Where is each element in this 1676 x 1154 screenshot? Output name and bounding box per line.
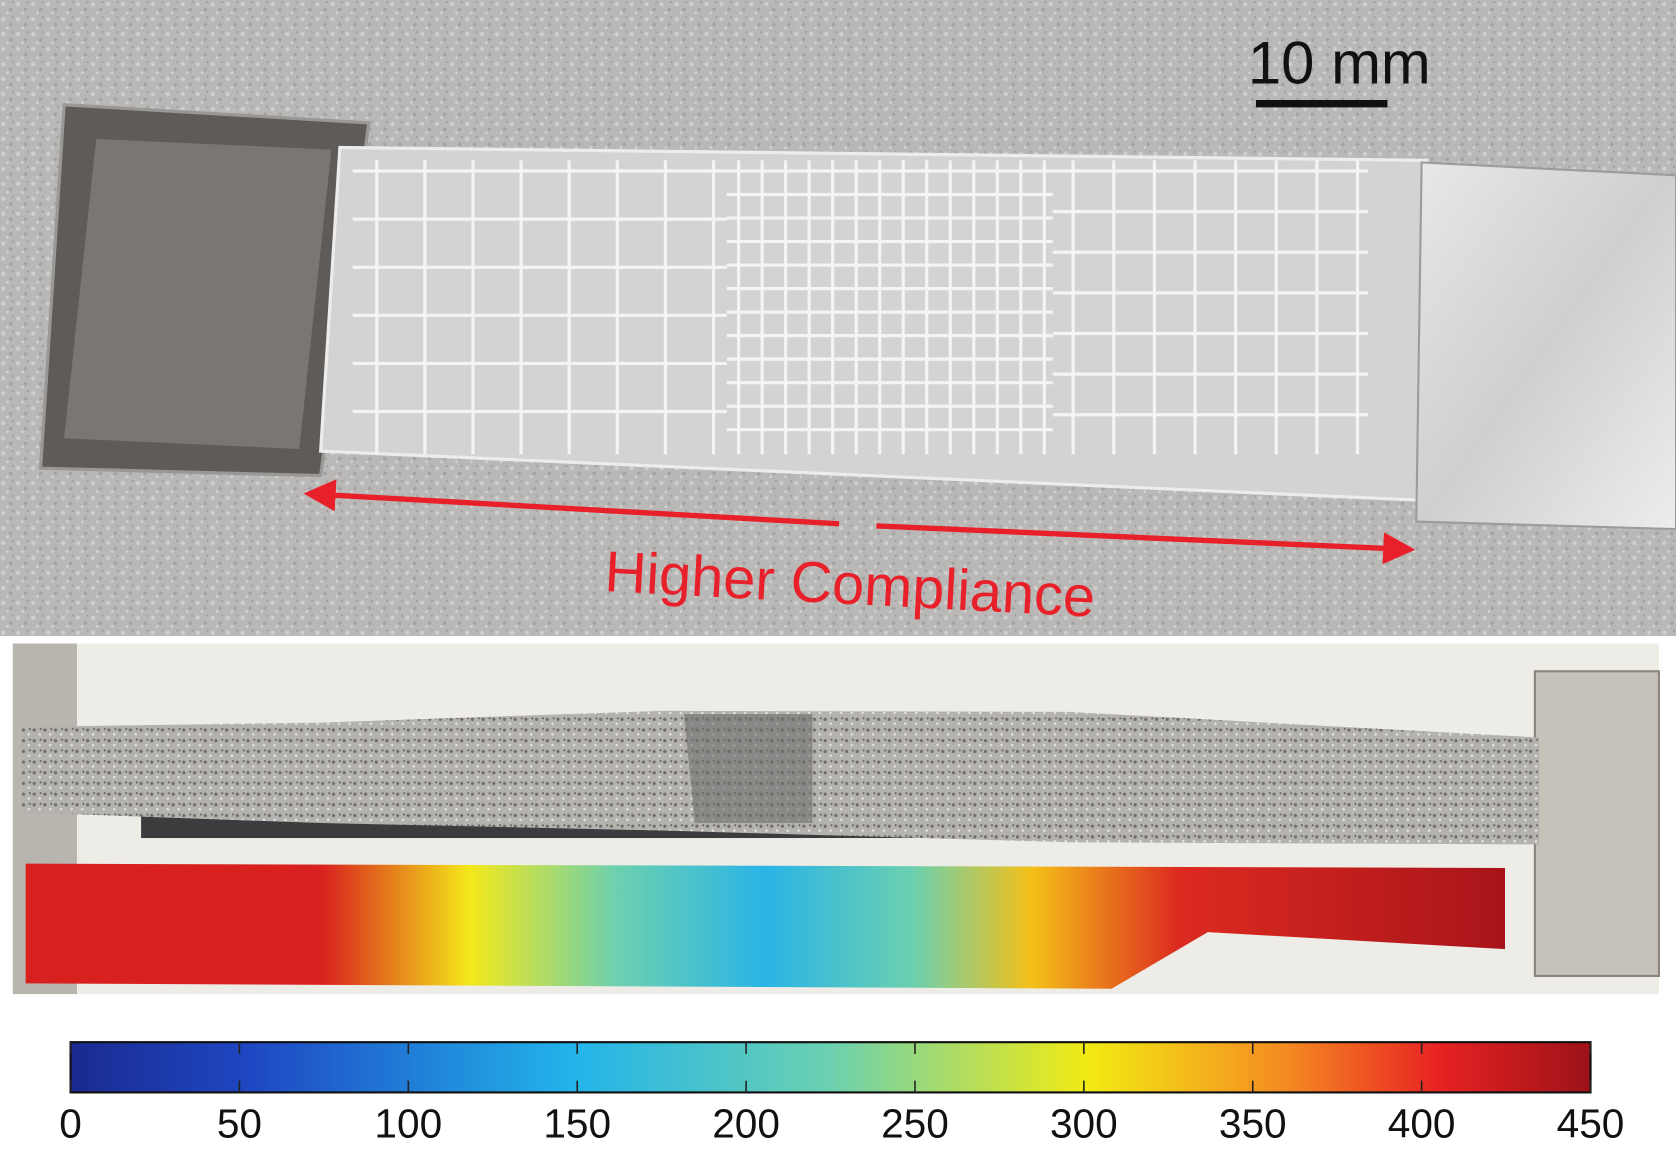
tick-label: 450 xyxy=(1557,1100,1625,1146)
tick-label: 150 xyxy=(543,1100,611,1146)
right-grip xyxy=(1415,161,1676,531)
arrow-left xyxy=(303,479,840,527)
tick-label: 300 xyxy=(1050,1100,1118,1146)
tick-label: 350 xyxy=(1219,1100,1287,1146)
lattice xyxy=(352,160,1369,455)
specimen xyxy=(318,145,1429,502)
scale-bar-label: 10 mm xyxy=(1248,29,1431,96)
left-grip-shine xyxy=(64,138,332,449)
tick-label: 0 xyxy=(59,1100,82,1146)
colorbar-ticks: 0 50 100 150 200 250 300 350 400 450 xyxy=(59,1042,1624,1146)
specimen-dark-zone xyxy=(684,714,813,824)
tick-label: 50 xyxy=(217,1100,262,1146)
colorbar xyxy=(69,1041,1592,1094)
tick-label: 400 xyxy=(1388,1100,1456,1146)
tick-label: 250 xyxy=(881,1100,949,1146)
strain-map xyxy=(25,863,1506,989)
tick-label: 200 xyxy=(712,1100,780,1146)
tick-label: 100 xyxy=(374,1100,442,1146)
arrow-right xyxy=(876,523,1416,565)
right-clamp xyxy=(1533,670,1661,977)
